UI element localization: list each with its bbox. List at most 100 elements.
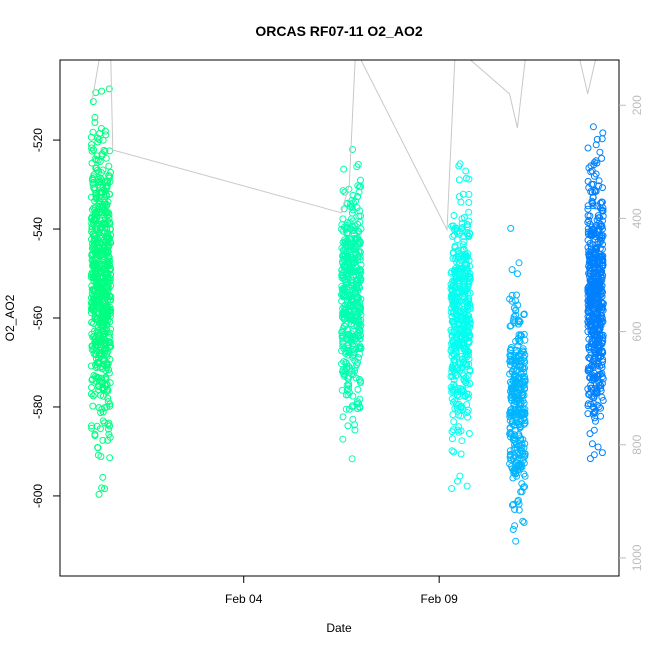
data-point [339,227,347,235]
data-point [599,184,606,192]
data-point [357,311,365,319]
data-point [594,298,602,306]
data-point [453,301,461,309]
data-point [516,424,524,432]
data-point [104,398,112,406]
data-point [584,410,592,418]
data-point [595,177,603,185]
data-point [99,408,107,416]
data-point [99,392,107,400]
data-point [461,353,469,361]
data-point [90,273,98,281]
data-point [342,405,350,413]
data-point [464,223,471,231]
data-point [460,322,468,329]
data-point [349,334,357,342]
data-point [508,291,516,299]
data-point [466,302,474,310]
data-point [90,237,98,245]
data-point [463,347,471,355]
data-point [106,454,114,462]
data-point [97,409,105,417]
data-point [512,384,520,392]
data-point [513,414,521,422]
data-point [519,391,526,399]
data-point [106,178,114,186]
data-point [448,485,456,492]
data-point [106,266,114,274]
data-point [514,270,521,278]
data-point [587,365,595,373]
data-point [354,240,362,248]
data-point [107,168,115,176]
data-point [106,422,114,430]
data-point [584,144,592,152]
data-point [353,256,361,264]
data-point [92,351,100,359]
chart-title: ORCAS RF07-11 O2_AO2 [255,23,422,39]
data-point [101,243,109,251]
data-point [453,312,461,320]
data-point [339,342,347,350]
data-point [105,425,112,433]
data-point [599,303,606,311]
data-point [589,357,597,365]
data-point [94,444,102,451]
x-tick-label: Feb 04 [225,592,263,606]
data-point [94,249,102,257]
data-point [96,188,104,196]
data-point [507,322,515,330]
data-point [591,260,599,268]
data-point [598,154,606,162]
data-point [99,417,107,425]
data-point [354,160,362,168]
data-point [339,238,347,246]
data-point [105,214,113,222]
data-point [91,206,99,214]
data-point [99,252,107,260]
data-point [521,358,529,366]
data-point [462,252,470,260]
data-point [459,406,467,414]
data-point [339,187,347,195]
data-point [91,119,99,126]
data-point [521,409,529,417]
data-point [341,188,349,196]
data-point [449,301,457,309]
data-point [591,304,598,312]
data-point [345,382,353,390]
data-point [598,363,606,371]
data-point [342,278,350,286]
data-point [89,274,97,282]
data-point [89,402,97,410]
data-point [339,368,346,376]
data-point [465,351,472,359]
data-point [462,167,470,175]
data-point [514,342,522,350]
data-point [464,322,472,330]
data-point [96,243,104,251]
data-point [93,302,101,310]
data-point [510,356,518,364]
data-point [348,295,356,303]
data-point [592,170,600,178]
data-point [448,344,456,351]
data-point [514,498,522,506]
data-point [511,506,519,513]
data-point [95,404,103,412]
data-point [448,328,456,336]
data-point [100,287,108,295]
data-point [92,193,100,201]
data-point [460,214,468,221]
data-point [599,204,607,212]
data-point [92,364,100,372]
data-point [594,284,602,292]
data-point [584,218,592,226]
data-point [89,128,97,136]
right-y-tick-label: 600 [630,321,644,341]
data-point [449,336,457,344]
data-point [95,334,103,342]
data-point [596,280,604,288]
x-axis-label: Date [326,621,352,635]
data-point [509,501,516,509]
